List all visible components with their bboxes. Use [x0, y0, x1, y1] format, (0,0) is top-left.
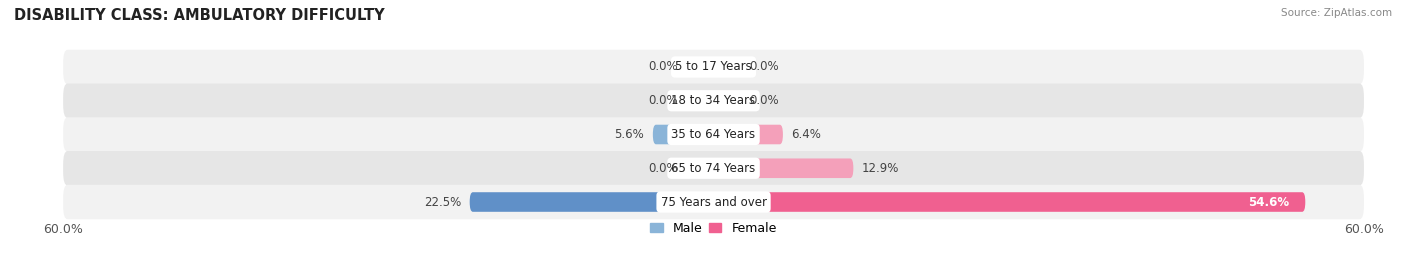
FancyBboxPatch shape: [652, 125, 713, 144]
Text: 22.5%: 22.5%: [423, 196, 461, 208]
FancyBboxPatch shape: [686, 158, 713, 178]
FancyBboxPatch shape: [713, 57, 741, 77]
FancyBboxPatch shape: [686, 91, 713, 111]
Text: DISABILITY CLASS: AMBULATORY DIFFICULTY: DISABILITY CLASS: AMBULATORY DIFFICULTY: [14, 8, 385, 23]
FancyBboxPatch shape: [713, 125, 783, 144]
FancyBboxPatch shape: [713, 158, 853, 178]
Text: 6.4%: 6.4%: [792, 128, 821, 141]
Text: 35 to 64 Years: 35 to 64 Years: [672, 128, 755, 141]
Text: 65 to 74 Years: 65 to 74 Years: [672, 162, 755, 175]
Text: 0.0%: 0.0%: [648, 94, 678, 107]
Legend: Male, Female: Male, Female: [651, 222, 776, 235]
FancyBboxPatch shape: [470, 192, 713, 212]
FancyBboxPatch shape: [63, 84, 1364, 118]
FancyBboxPatch shape: [713, 192, 1305, 212]
Text: 0.0%: 0.0%: [648, 61, 678, 73]
Text: 18 to 34 Years: 18 to 34 Years: [672, 94, 755, 107]
Text: 54.6%: 54.6%: [1249, 196, 1289, 208]
FancyBboxPatch shape: [686, 57, 713, 77]
Text: 5.6%: 5.6%: [614, 128, 644, 141]
Text: 0.0%: 0.0%: [648, 162, 678, 175]
Text: 0.0%: 0.0%: [749, 94, 779, 107]
FancyBboxPatch shape: [63, 185, 1364, 219]
FancyBboxPatch shape: [63, 117, 1364, 152]
FancyBboxPatch shape: [713, 91, 741, 111]
FancyBboxPatch shape: [63, 151, 1364, 185]
Text: 12.9%: 12.9%: [862, 162, 900, 175]
Text: 5 to 17 Years: 5 to 17 Years: [675, 61, 752, 73]
Text: 0.0%: 0.0%: [749, 61, 779, 73]
Text: Source: ZipAtlas.com: Source: ZipAtlas.com: [1281, 8, 1392, 18]
Text: 75 Years and over: 75 Years and over: [661, 196, 766, 208]
FancyBboxPatch shape: [63, 50, 1364, 84]
